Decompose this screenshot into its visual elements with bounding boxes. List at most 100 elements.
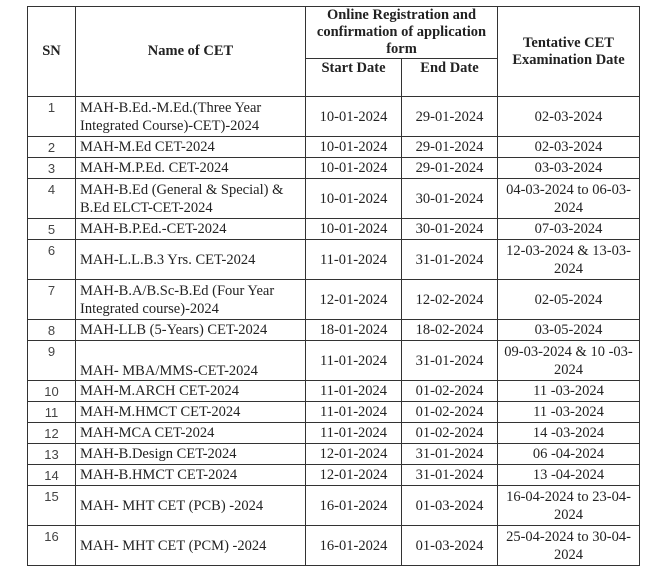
row-name: MAH-B.P.Ed.-CET-2024 [75, 218, 306, 240]
row-name: MAH- MBA/MMS-CET-2024 [75, 340, 306, 381]
row-sn: 4 [27, 178, 76, 219]
row-sn: 7 [27, 279, 76, 320]
row-end-date: 01-02-2024 [401, 401, 498, 423]
row-name: MAH- MHT CET (PCB) -2024 [75, 485, 306, 526]
row-name: MAH-B.A/B.Sc-B.Ed (Four Year Integrated … [75, 279, 306, 320]
row-start-date: 18-01-2024 [305, 319, 402, 341]
row-end-date: 01-03-2024 [401, 525, 498, 566]
row-start-date: 16-01-2024 [305, 485, 402, 526]
row-sn: 12 [27, 422, 76, 444]
table-row: 14 MAH-B.HMCT CET-2024 12-01-2024 31-01-202… [27, 464, 640, 486]
row-start-date: 12-01-2024 [305, 464, 402, 486]
table-row: 7 MAH-B.A/B.Sc-B.Ed (Four Year Integrated… [27, 279, 640, 320]
table-row: 9 MAH- MBA/MMS-CET-2024 11-01-2024 31-01-20… [27, 340, 640, 381]
table-row: 2 MAH-M.Ed CET-2024 10-01-2024 29-01-2024 02… [27, 136, 640, 158]
table-row: 11 MAH-M.HMCT CET-2024 11-01-2024 01-02-202… [27, 401, 640, 423]
row-exam-date: 02-05-2024 [497, 279, 640, 320]
row-start-date: 10-01-2024 [305, 157, 402, 179]
row-start-date: 10-01-2024 [305, 178, 402, 219]
row-exam-date: 25-04-2024 to 30-04-2024 [497, 525, 640, 566]
row-start-date: 10-01-2024 [305, 136, 402, 158]
row-end-date: 30-01-2024 [401, 178, 498, 219]
header-start-date: Start Date [305, 58, 402, 97]
row-exam-date: 13 -04-2024 [497, 464, 640, 486]
header-registration: Online Registration and confirmation of … [305, 6, 498, 59]
row-name: MAH-L.L.B.3 Yrs. CET-2024 [75, 239, 306, 280]
row-exam-date: 02-03-2024 [497, 136, 640, 158]
row-sn: 8 [27, 319, 76, 341]
row-end-date: 29-01-2024 [401, 136, 498, 158]
row-sn: 2 [27, 136, 76, 158]
row-name: MAH- MHT CET (PCM) -2024 [75, 525, 306, 566]
row-exam-date: 07-03-2024 [497, 218, 640, 240]
row-exam-date: 03-05-2024 [497, 319, 640, 341]
row-exam-date: 02-03-2024 [497, 96, 640, 137]
row-end-date: 01-02-2024 [401, 422, 498, 444]
row-name: MAH-B.Ed.-M.Ed.(Three Year Integrated Co… [75, 96, 306, 137]
row-name: MAH-M.ARCH CET-2024 [75, 380, 306, 402]
row-start-date: 12-01-2024 [305, 279, 402, 320]
row-sn: 14 [27, 464, 76, 486]
table-row: 12 MAH-MCA CET-2024 11-01-2024 01-02-2024 14… [27, 422, 640, 444]
row-start-date: 11-01-2024 [305, 340, 402, 381]
row-start-date: 10-01-2024 [305, 218, 402, 240]
row-sn: 6 [27, 239, 76, 280]
row-sn: 11 [27, 401, 76, 423]
cet-schedule-table: SN Name of CET Online Registration and c… [27, 6, 640, 566]
header-name: Name of CET [75, 6, 306, 97]
row-sn: 16 [27, 525, 76, 566]
row-end-date: 29-01-2024 [401, 157, 498, 179]
table-row: 16 MAH- MHT CET (PCM) -2024 16-01-2024 01-0… [27, 525, 640, 566]
row-name: MAH-B.Design CET-2024 [75, 443, 306, 465]
row-name: MAH-M.Ed CET-2024 [75, 136, 306, 158]
row-name: MAH-MCA CET-2024 [75, 422, 306, 444]
row-name: MAH-B.Ed (General & Special) & B.Ed ELCT… [75, 178, 306, 219]
table-row: 15 MAH- MHT CET (PCB) -2024 16-01-2024 01-0… [27, 485, 640, 526]
row-name: MAH-B.HMCT CET-2024 [75, 464, 306, 486]
row-exam-date: 12-03-2024 & 13-03-2024 [497, 239, 640, 280]
row-exam-date: 16-04-2024 to 23-04-2024 [497, 485, 640, 526]
row-end-date: 31-01-2024 [401, 464, 498, 486]
row-sn: 3 [27, 157, 76, 179]
row-end-date: 31-01-2024 [401, 443, 498, 465]
row-exam-date: 03-03-2024 [497, 157, 640, 179]
row-start-date: 11-01-2024 [305, 380, 402, 402]
row-end-date: 31-01-2024 [401, 340, 498, 381]
row-end-date: 30-01-2024 [401, 218, 498, 240]
row-end-date: 12-02-2024 [401, 279, 498, 320]
row-start-date: 16-01-2024 [305, 525, 402, 566]
row-name: MAH-M.P.Ed. CET-2024 [75, 157, 306, 179]
row-end-date: 01-02-2024 [401, 380, 498, 402]
row-exam-date: 14 -03-2024 [497, 422, 640, 444]
table-row: 8 MAH-LLB (5-Years) CET-2024 18-01-2024 18-… [27, 319, 640, 341]
table-row: 4 MAH-B.Ed (General & Special) & B.Ed ELC… [27, 178, 640, 219]
row-end-date: 18-02-2024 [401, 319, 498, 341]
table-row: 5 MAH-B.P.Ed.-CET-2024 10-01-2024 30-01-202… [27, 218, 640, 240]
table-row: 10 MAH-M.ARCH CET-2024 11-01-2024 01-02-202… [27, 380, 640, 402]
row-name: MAH-LLB (5-Years) CET-2024 [75, 319, 306, 341]
table-row: 3 MAH-M.P.Ed. CET-2024 10-01-2024 29-01-202… [27, 157, 640, 179]
row-name: MAH-M.HMCT CET-2024 [75, 401, 306, 423]
row-start-date: 10-01-2024 [305, 96, 402, 137]
row-start-date: 11-01-2024 [305, 239, 402, 280]
row-sn: 9 [27, 340, 76, 381]
row-end-date: 29-01-2024 [401, 96, 498, 137]
row-sn: 13 [27, 443, 76, 465]
header-sn: SN [27, 6, 76, 97]
header-exam-date: Tentative CET Examination Date [497, 6, 640, 97]
table-row: 1 MAH-B.Ed.-M.Ed.(Three Year Integrated C… [27, 96, 640, 137]
row-exam-date: 06 -04-2024 [497, 443, 640, 465]
row-exam-date: 11 -03-2024 [497, 380, 640, 402]
row-exam-date: 04-03-2024 to 06-03-2024 [497, 178, 640, 219]
row-sn: 5 [27, 218, 76, 240]
row-start-date: 11-01-2024 [305, 401, 402, 423]
row-sn: 1 [27, 96, 76, 137]
table-row: 13 MAH-B.Design CET-2024 12-01-2024 31-01-2… [27, 443, 640, 465]
row-end-date: 01-03-2024 [401, 485, 498, 526]
row-sn: 15 [27, 485, 76, 526]
row-start-date: 12-01-2024 [305, 443, 402, 465]
table-row: 6 MAH-L.L.B.3 Yrs. CET-2024 11-01-2024 31-0… [27, 239, 640, 280]
row-sn: 10 [27, 380, 76, 402]
row-exam-date: 11 -03-2024 [497, 401, 640, 423]
row-end-date: 31-01-2024 [401, 239, 498, 280]
